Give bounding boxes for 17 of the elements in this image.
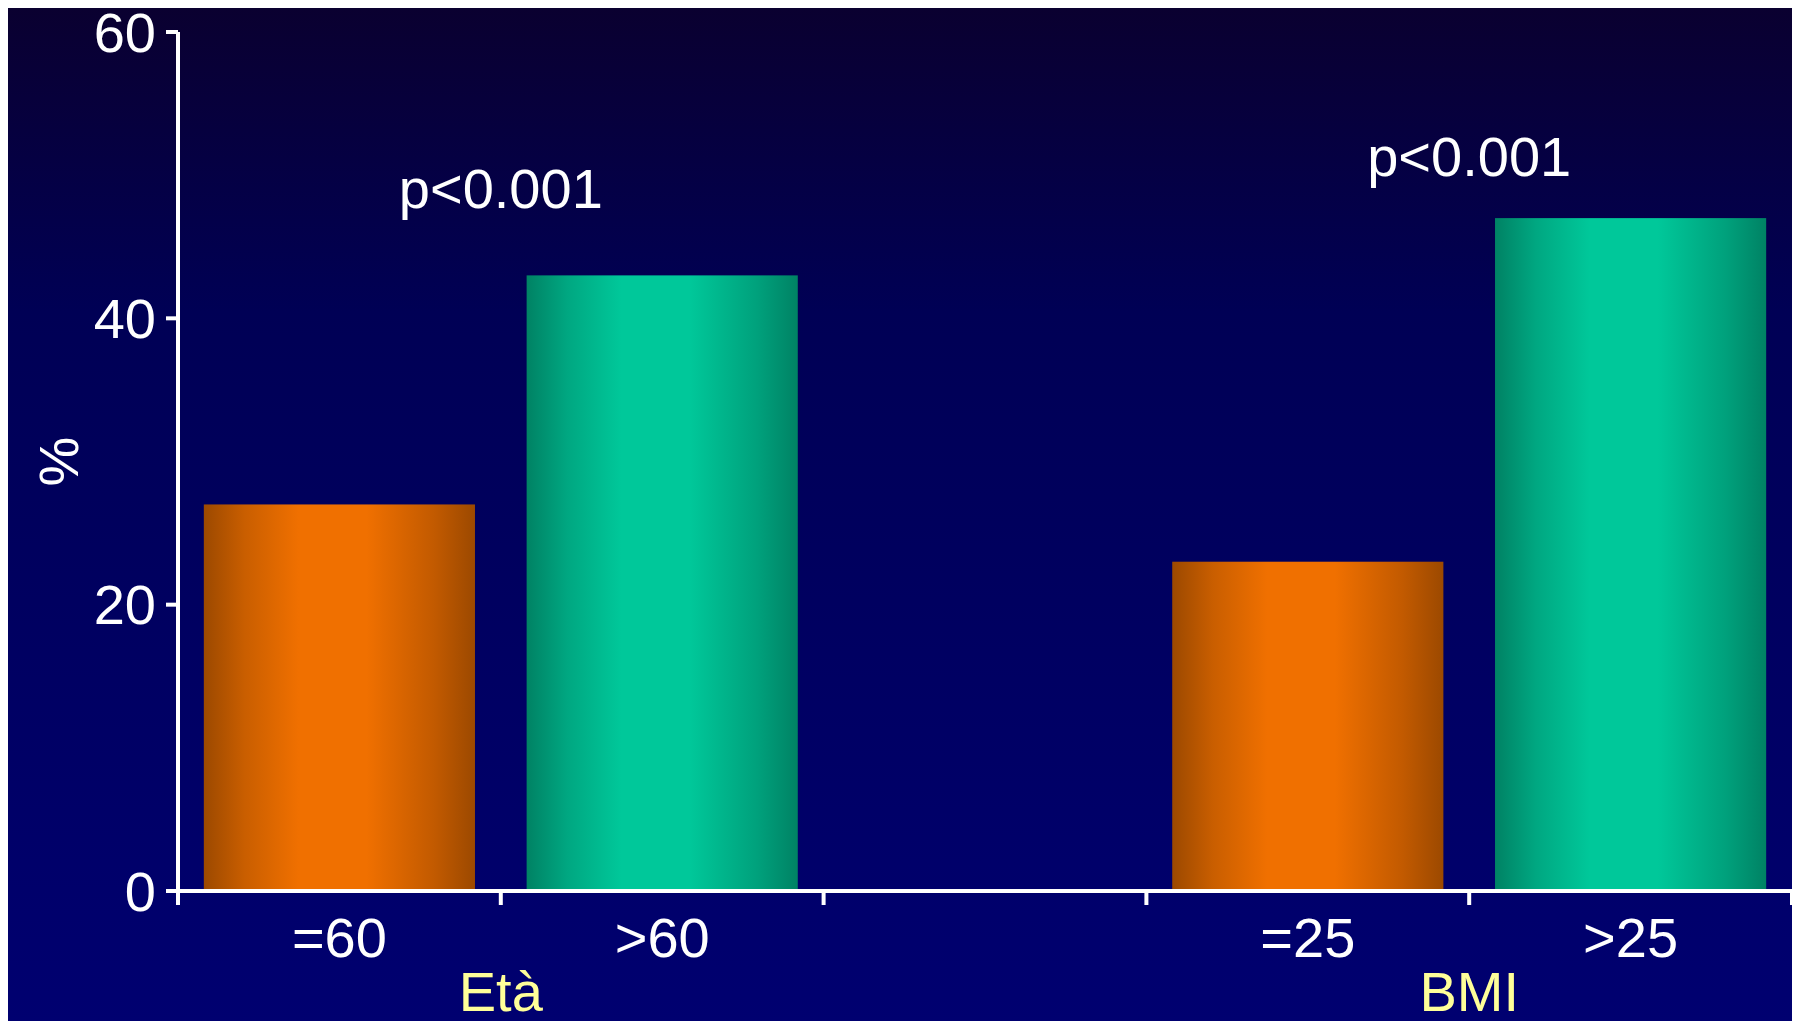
annotation: p<0.001 [1367, 125, 1572, 188]
y-tick-label: 60 [93, 0, 156, 64]
annotation: p<0.001 [398, 157, 603, 220]
y-axis-title: % [26, 436, 90, 487]
text: Età [458, 960, 544, 1023]
bar [526, 275, 798, 891]
x-tick-label: >60 [614, 906, 710, 969]
y-tick-label: 0 [124, 859, 156, 923]
bar [203, 504, 475, 891]
x-tick-label: =25 [1260, 906, 1356, 969]
y-tick-label: 20 [93, 573, 156, 637]
y-tick-label: 40 [93, 286, 156, 350]
bar [1172, 561, 1444, 891]
bar [1495, 218, 1767, 891]
x-tick-label: >25 [1583, 906, 1679, 969]
x-tick-label: =60 [291, 906, 387, 969]
text: BMI [1419, 960, 1519, 1023]
